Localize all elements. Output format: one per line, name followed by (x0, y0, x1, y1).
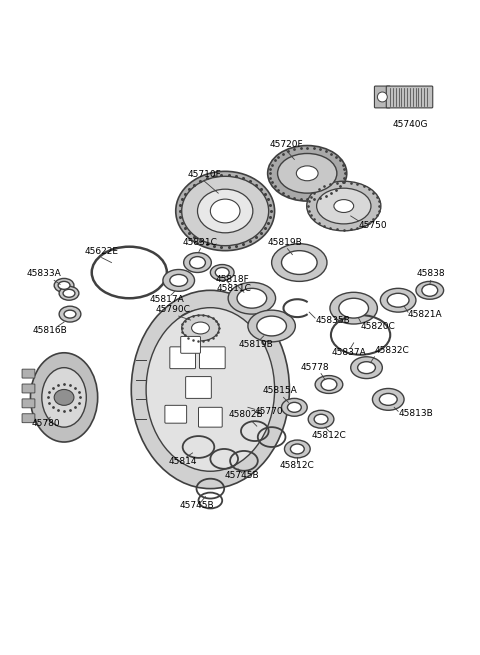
FancyBboxPatch shape (22, 384, 35, 393)
FancyBboxPatch shape (22, 369, 35, 378)
Ellipse shape (237, 288, 267, 308)
Ellipse shape (358, 362, 375, 373)
Ellipse shape (131, 290, 289, 489)
Ellipse shape (272, 244, 327, 282)
FancyBboxPatch shape (199, 407, 222, 427)
Ellipse shape (315, 375, 343, 394)
Ellipse shape (321, 379, 337, 390)
Ellipse shape (281, 398, 307, 416)
Ellipse shape (175, 310, 226, 346)
Text: 45802B: 45802B (228, 410, 263, 419)
Ellipse shape (63, 290, 75, 297)
Circle shape (377, 92, 387, 102)
Text: 45622E: 45622E (84, 247, 119, 255)
Ellipse shape (170, 274, 188, 286)
FancyBboxPatch shape (22, 414, 35, 422)
Ellipse shape (268, 145, 347, 201)
Text: 45770: 45770 (255, 407, 284, 417)
Text: 45816B: 45816B (33, 326, 68, 335)
Text: 45745B: 45745B (179, 500, 214, 510)
Ellipse shape (288, 402, 301, 412)
Text: 45750: 45750 (359, 221, 387, 230)
Text: 45814: 45814 (168, 457, 197, 466)
Text: 45812C: 45812C (280, 461, 315, 470)
Ellipse shape (184, 253, 211, 272)
Text: 45838: 45838 (417, 269, 445, 278)
Ellipse shape (296, 166, 318, 181)
Text: 45811C: 45811C (216, 284, 252, 293)
Ellipse shape (190, 257, 205, 269)
Text: 45835B: 45835B (315, 316, 350, 325)
Ellipse shape (58, 282, 70, 290)
Ellipse shape (351, 357, 383, 379)
Ellipse shape (330, 292, 377, 324)
Text: 45817A: 45817A (149, 295, 184, 305)
Ellipse shape (285, 440, 310, 458)
Text: 45837A: 45837A (331, 348, 366, 357)
Ellipse shape (228, 282, 276, 314)
Text: 45819B: 45819B (239, 340, 273, 349)
Text: 45821A: 45821A (408, 310, 443, 319)
Ellipse shape (163, 269, 194, 291)
FancyBboxPatch shape (374, 86, 390, 108)
Ellipse shape (379, 394, 397, 405)
Text: 45740G: 45740G (392, 120, 428, 129)
Ellipse shape (64, 310, 76, 318)
Text: 45710F: 45710F (188, 170, 221, 179)
Ellipse shape (277, 153, 337, 193)
Text: 45720F: 45720F (270, 140, 303, 149)
FancyBboxPatch shape (200, 347, 225, 369)
Ellipse shape (380, 288, 416, 312)
Text: 45815A: 45815A (262, 386, 297, 396)
FancyBboxPatch shape (386, 86, 433, 108)
Ellipse shape (182, 176, 269, 246)
Ellipse shape (308, 410, 334, 428)
Text: 45790C: 45790C (156, 305, 190, 314)
Ellipse shape (334, 200, 354, 212)
Text: 45831C: 45831C (183, 238, 218, 247)
FancyBboxPatch shape (186, 377, 211, 398)
FancyBboxPatch shape (22, 399, 35, 408)
Ellipse shape (192, 322, 209, 334)
Ellipse shape (42, 367, 86, 427)
Ellipse shape (54, 390, 74, 405)
Text: 45812C: 45812C (312, 431, 347, 440)
Text: 45832C: 45832C (374, 346, 409, 355)
Ellipse shape (176, 172, 275, 251)
Ellipse shape (248, 310, 295, 342)
Text: 45745B: 45745B (225, 471, 259, 479)
Ellipse shape (210, 265, 234, 280)
Ellipse shape (182, 315, 219, 341)
Ellipse shape (281, 251, 317, 274)
Text: 45819B: 45819B (267, 238, 302, 247)
Ellipse shape (314, 414, 328, 424)
Ellipse shape (422, 284, 438, 296)
Text: 45820C: 45820C (360, 322, 396, 331)
Text: 45833A: 45833A (27, 269, 61, 278)
Ellipse shape (146, 308, 275, 471)
Ellipse shape (416, 282, 444, 299)
FancyBboxPatch shape (170, 347, 195, 369)
Text: 45778: 45778 (301, 363, 329, 371)
Ellipse shape (54, 278, 74, 292)
Ellipse shape (317, 188, 371, 224)
Ellipse shape (30, 353, 97, 442)
Ellipse shape (59, 306, 81, 322)
Text: 45818F: 45818F (215, 275, 249, 284)
Ellipse shape (290, 444, 304, 454)
FancyBboxPatch shape (165, 405, 187, 423)
Ellipse shape (307, 181, 381, 231)
Ellipse shape (387, 293, 409, 307)
Ellipse shape (210, 199, 240, 223)
Ellipse shape (59, 286, 79, 300)
Ellipse shape (372, 388, 404, 410)
Text: 45813B: 45813B (398, 409, 433, 419)
Ellipse shape (339, 298, 369, 318)
Text: 45780: 45780 (32, 419, 60, 428)
Ellipse shape (257, 316, 287, 336)
Ellipse shape (197, 189, 253, 233)
Ellipse shape (216, 267, 229, 278)
FancyBboxPatch shape (180, 337, 201, 353)
